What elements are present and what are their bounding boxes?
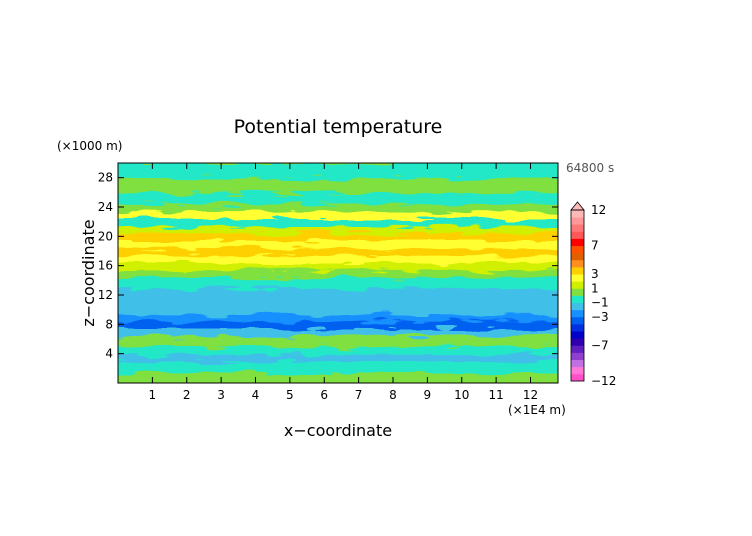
colorbar-swatch bbox=[571, 352, 584, 361]
y-tick-label: 16 bbox=[98, 259, 113, 273]
colorbar: 12 7 31−1−3 −7 −12 bbox=[570, 201, 616, 388]
colorbar-swatch bbox=[571, 366, 584, 375]
colorbar-swatch bbox=[571, 338, 584, 346]
heatmap-band bbox=[118, 163, 558, 179]
x-tick-label: 6 bbox=[320, 388, 328, 402]
colorbar-swatch bbox=[571, 345, 584, 353]
heatmap-band bbox=[118, 305, 558, 315]
x-tick-label: 4 bbox=[252, 388, 260, 402]
colorbar-label: −12 bbox=[591, 374, 616, 388]
colorbar-swatch bbox=[571, 238, 584, 247]
heatmap-band bbox=[118, 334, 558, 348]
heatmap-band bbox=[118, 224, 558, 234]
x-tick-label: 2 bbox=[183, 388, 191, 402]
colorbar-top-arrow bbox=[570, 201, 585, 211]
x-tick-label: 8 bbox=[389, 388, 397, 402]
heatmap-band bbox=[118, 202, 558, 212]
x-tick-label: 3 bbox=[217, 388, 225, 402]
y-tick-label: 4 bbox=[105, 347, 113, 361]
heatmap-band bbox=[118, 239, 558, 249]
heatmap-field bbox=[118, 163, 558, 383]
heatmap-bands bbox=[118, 163, 558, 383]
colorbar-swatch bbox=[571, 324, 584, 332]
colorbar-label: 12 bbox=[591, 203, 606, 217]
y-axis: 4 8 12 16 20 24 28 bbox=[98, 171, 558, 361]
x-tick-label: 5 bbox=[286, 388, 294, 402]
heatmap-band bbox=[118, 345, 558, 355]
y-unit-label: (×1000 m) bbox=[57, 139, 122, 153]
colorbar-swatch bbox=[571, 245, 584, 254]
heatmap-band bbox=[118, 261, 558, 271]
colorbar-label: 1 bbox=[591, 281, 599, 295]
heatmap-band bbox=[118, 275, 558, 289]
y-tick-label: 8 bbox=[105, 317, 113, 331]
colorbar-swatch bbox=[571, 210, 584, 218]
heatmap-band bbox=[118, 286, 558, 296]
colorbar-swatch bbox=[571, 288, 584, 296]
x-tick-label: 7 bbox=[355, 388, 363, 402]
heatmap-band bbox=[118, 294, 558, 307]
y-tick-label: 24 bbox=[98, 200, 113, 214]
colorbar-swatch bbox=[571, 217, 584, 225]
x-tick-label: 11 bbox=[488, 388, 503, 402]
heatmap-band bbox=[118, 209, 558, 219]
colorbar-swatch bbox=[571, 259, 584, 268]
colorbar-swatch bbox=[571, 302, 584, 311]
colorbar-label: −3 bbox=[591, 310, 609, 324]
heatmap-band bbox=[118, 253, 558, 263]
y-tick-label: 12 bbox=[98, 288, 113, 302]
heatmap-band bbox=[118, 319, 558, 329]
heatmap-band bbox=[118, 246, 558, 256]
heatmap-band bbox=[118, 371, 558, 383]
chart-title: Potential temperature bbox=[234, 116, 443, 138]
x-unit-label: (×1E4 m) bbox=[508, 403, 566, 417]
colorbar-swatch bbox=[571, 274, 584, 282]
heatmap-band bbox=[118, 191, 558, 205]
x-tick-label: 1 bbox=[149, 388, 157, 402]
colorbar-label: −1 bbox=[591, 296, 609, 310]
y-tick-label: 20 bbox=[98, 229, 113, 243]
x-axis: 1 2 3 4 5 6 7 8 9 10 11 12 bbox=[149, 163, 538, 402]
y-tick-label: 28 bbox=[98, 171, 113, 185]
heatmap-band bbox=[118, 327, 558, 337]
colorbar-swatch bbox=[571, 331, 584, 339]
heatmap-band bbox=[118, 312, 558, 322]
colorbar-swatch bbox=[571, 316, 584, 325]
colorbar-label: 3 bbox=[591, 267, 599, 281]
colorbar-swatch bbox=[571, 224, 584, 232]
heatmap-band bbox=[118, 176, 558, 194]
colorbar-swatch bbox=[571, 295, 584, 304]
colorbar-swatch bbox=[571, 281, 584, 289]
colorbar-swatch bbox=[571, 359, 584, 368]
heatmap-band bbox=[118, 268, 558, 278]
colorbar-frame bbox=[570, 209, 585, 382]
colorbar-swatch bbox=[571, 252, 584, 261]
x-tick-label: 9 bbox=[424, 388, 432, 402]
colorbar-swatch bbox=[571, 309, 584, 318]
heatmap-band bbox=[118, 352, 558, 362]
colorbar-swatch bbox=[571, 231, 584, 239]
colorbar-swatch bbox=[571, 267, 584, 275]
colorbar-label: 7 bbox=[591, 239, 599, 253]
heatmap-band bbox=[118, 231, 558, 241]
colorbar-swatch bbox=[571, 373, 584, 382]
y-axis-title: z−coordinate bbox=[79, 219, 98, 326]
time-label: 64800 s bbox=[566, 161, 614, 175]
x-tick-label: 10 bbox=[454, 388, 469, 402]
x-axis-title: x−coordinate bbox=[284, 421, 392, 440]
x-tick-label: 12 bbox=[523, 388, 538, 402]
heatmap-band bbox=[118, 360, 558, 373]
colorbar-label: −7 bbox=[591, 338, 609, 352]
heatmap-band bbox=[118, 217, 558, 227]
plot-frame bbox=[117, 162, 559, 384]
